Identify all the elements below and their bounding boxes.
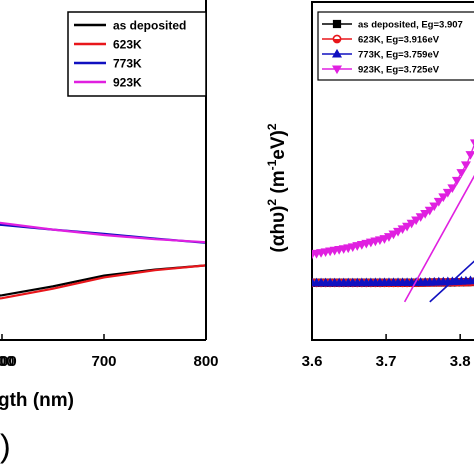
right-series-923k-eg-3-725ev-marker	[388, 230, 399, 240]
left-legend-label-923k: 923K	[113, 76, 142, 90]
right-series-923k-eg-3-725ev-marker	[438, 193, 449, 203]
right-legend-label-923k-eg-3-725ev: 923K, Eg=3.725eV	[358, 65, 440, 76]
right-chart: 3.6 3.7 3.8 as deposited, Eg=3.907 623K, Eg…	[265, 1, 474, 370]
left-plot-area	[0, 221, 206, 300]
right-legend-label-as-deposited-eg-3-907: as deposited, Eg=3.907	[358, 20, 463, 31]
right-series-923k-eg-3-725ev-marker	[406, 219, 417, 229]
left-series-623k-line	[0, 264, 206, 300]
left-legend-items: as deposited 623K 773K 923K	[74, 19, 186, 90]
right-legend-swatch-marker-923k-eg-3-725ev	[331, 65, 343, 75]
right-series-group	[312, 139, 474, 303]
left-chart: 00600 700 800 as deposited 623K 773K 923K gth…	[0, 0, 219, 411]
left-x-tick-label: 600	[0, 353, 15, 370]
right-series-923k-eg-3-725ev-marker	[397, 225, 408, 235]
right-legend-swatch-marker-773k-eg-3-759ev	[331, 48, 343, 58]
right-fit-line-0	[403, 174, 474, 303]
left-x-tick-label: 800	[193, 353, 218, 370]
right-series-923k-eg-3-725ev-marker	[312, 250, 318, 260]
right-series-923k-eg-3-725ev-marker	[433, 197, 444, 207]
right-series-923k-eg-3-725ev-marker	[411, 216, 422, 226]
right-x-ticks: 3.6 3.7 3.8	[302, 334, 471, 370]
right-series-923k-eg-3-725ev-marker	[460, 161, 471, 171]
right-series-773k-eg-3-759ev-marker	[469, 276, 474, 284]
right-x-tick-label: 3.8	[450, 353, 471, 370]
left-legend-label-773k: 773K	[113, 57, 142, 71]
right-series-923k-eg-3-725ev-marker	[393, 227, 404, 237]
left-x-tick-label: 700	[91, 353, 116, 370]
left-series-773k-line	[0, 223, 206, 244]
right-series-923k-eg-3-725ev-marker	[469, 139, 474, 147]
left-x-tick-label: 00	[0, 353, 17, 370]
right-legend-swatch-marker-as-deposited-eg-3-907	[332, 19, 342, 29]
right-plot-frame	[311, 1, 474, 341]
left-x-axis-title: gth (nm)	[0, 390, 74, 411]
right-fit-line-1	[429, 260, 474, 303]
left-x-ticks: 00600 700 800	[0, 334, 219, 370]
right-series-923k-eg-3-725ev-marker	[442, 188, 453, 198]
panel-label: )	[0, 428, 11, 464]
left-series-group	[0, 221, 206, 300]
right-legend-label-773k-eg-3-759ev: 773K, Eg=3.759eV	[358, 50, 440, 61]
right-series-923k-eg-3-725ev-marker	[383, 233, 394, 242]
right-series-923k-eg-3-725ev-marker	[447, 184, 458, 194]
left-series-as-deposited-line	[0, 264, 206, 297]
right-series-923k-eg-3-725ev-marker	[402, 222, 413, 232]
right-legend-label-623k-eg-3-916ev: 623K, Eg=3.916eV	[358, 35, 440, 46]
right-series-923k-eg-3-725ev-marker	[451, 176, 462, 186]
right-legend-swatch-marker-623k-eg-3-916ev-fill	[333, 39, 341, 43]
right-x-tick-label: 3.6	[302, 353, 323, 370]
right-legend: as deposited, Eg=3.907 623K, Eg=3.916eV 77…	[317, 11, 474, 81]
left-series-923k-line	[0, 221, 206, 244]
right-series-923k-eg-3-725ev-marker	[456, 169, 467, 178]
right-series-923k-eg-3-725ev-marker	[424, 206, 435, 216]
right-series-923k-eg-3-725ev-marker	[415, 213, 426, 222]
left-legend-label-623k: 623K	[113, 38, 142, 52]
right-series-923k-eg-3-725ev-marker	[420, 209, 431, 219]
right-legend-items: as deposited, Eg=3.907 623K, Eg=3.916eV 77…	[322, 20, 463, 76]
right-y-axis-title: (αhυ)2 (m-1eV)2	[265, 123, 289, 252]
left-legend-label-as-deposited: as deposited	[113, 19, 186, 33]
right-series-923k-eg-3-725ev-marker	[429, 202, 440, 212]
right-series-923k-eg-3-725ev-marker	[465, 151, 474, 160]
left-legend: as deposited 623K 773K 923K	[67, 11, 207, 97]
right-x-tick-label: 3.7	[376, 353, 397, 370]
right-plot-area	[312, 139, 474, 303]
